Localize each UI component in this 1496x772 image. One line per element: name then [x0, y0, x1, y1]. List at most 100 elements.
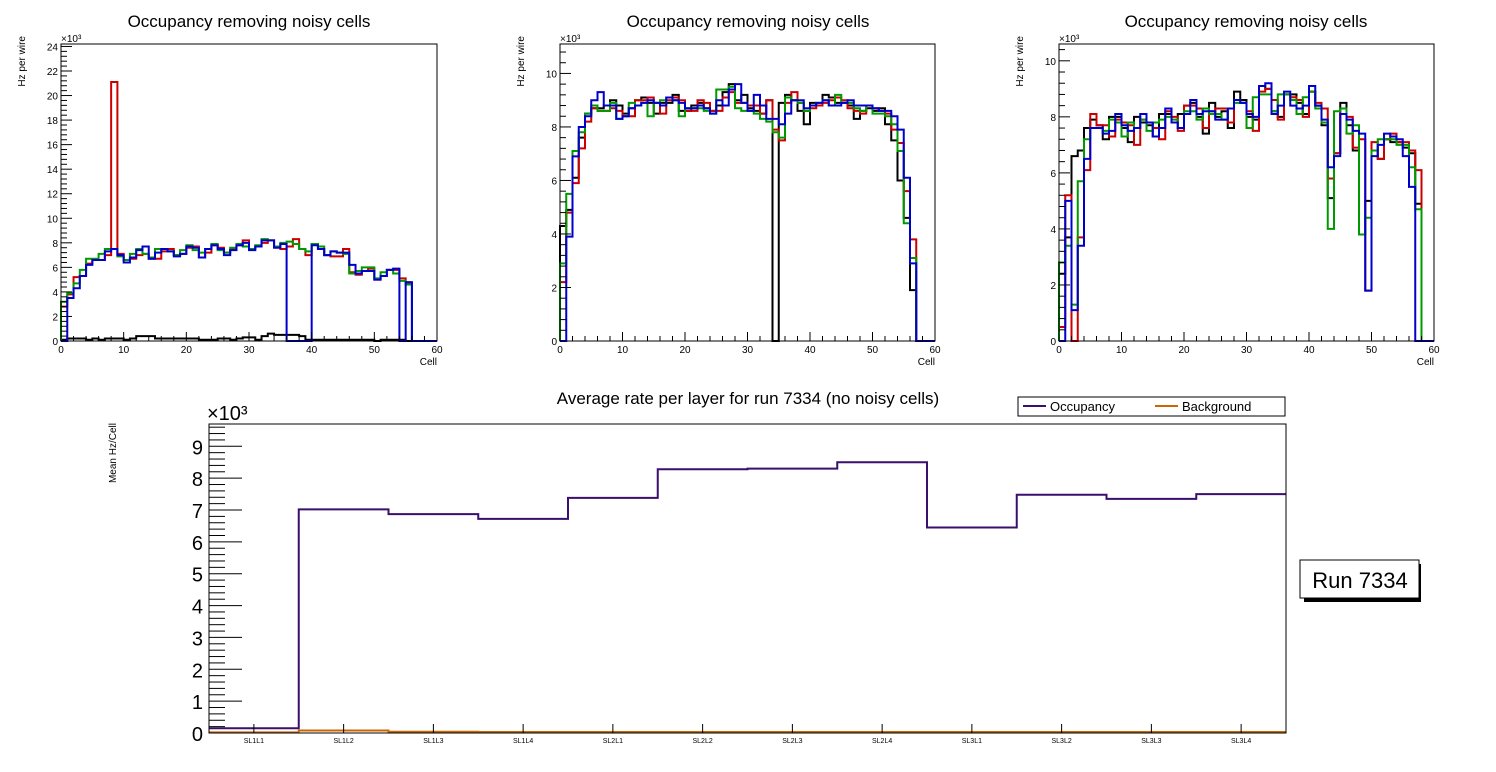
x-tick-label: 50	[369, 345, 381, 356]
y-tick-label: 0	[1050, 337, 1056, 348]
y-tick-label: 2	[192, 660, 203, 682]
y-axis-title: Hz per wire	[1015, 36, 1026, 87]
y-tick-label: 0	[551, 337, 557, 348]
y-tick-label: 6	[52, 263, 58, 274]
x-tick-label: 10	[118, 345, 130, 356]
y-axis-title: Hz per wire	[516, 36, 527, 87]
series-layer-blue	[1059, 82, 1434, 342]
x-category-label: SL3L1	[962, 738, 982, 745]
x-category-label: SL3L3	[1141, 738, 1161, 745]
y-multiplier-label: ×10³	[1059, 34, 1080, 45]
series-layer-red	[559, 91, 935, 342]
y-tick-label: 8	[551, 123, 557, 134]
legend-occupancy-label: Occupancy	[1050, 399, 1116, 414]
y-tick-label: 3	[192, 628, 203, 650]
run-box-frame	[1299, 559, 1420, 599]
x-category-label: SL2L4	[872, 738, 892, 745]
y-tick-label: 10	[1045, 57, 1057, 68]
y-tick-label: 18	[47, 116, 59, 127]
x-axis-title: Cell	[1417, 357, 1434, 368]
series-background	[209, 729, 1286, 734]
x-tick-label: 10	[617, 345, 629, 356]
x-tick-label: 30	[243, 345, 255, 356]
x-category-label: SL2L1	[603, 738, 623, 745]
x-category-label: SL1L3	[423, 738, 443, 745]
series-layer-red	[60, 81, 437, 342]
x-category-label: SL1L4	[513, 738, 533, 745]
x-category-label: SL1L1	[244, 738, 264, 745]
series-layer-blue	[61, 239, 437, 342]
x-tick-label: 0	[58, 345, 64, 356]
y-tick-label: 2	[551, 283, 557, 294]
chart-title: Occupancy removing noisy cells	[627, 12, 870, 31]
y-tick-label: 16	[47, 141, 59, 152]
y-axis-title: Mean Hz/Cell	[108, 423, 119, 483]
y-tick-label: 0	[52, 337, 58, 348]
x-tick-label: 10	[1116, 345, 1128, 356]
y-tick-label: 4	[52, 288, 58, 299]
y-multiplier-label: ×10³	[560, 34, 581, 45]
series-layer-black	[559, 83, 935, 342]
x-tick-label: 60	[929, 345, 941, 356]
x-tick-label: 40	[804, 345, 816, 356]
y-tick-label: 4	[192, 597, 203, 619]
y-tick-label: 10	[47, 214, 59, 225]
x-tick-label: 20	[181, 345, 193, 356]
y-tick-label: 8	[1050, 113, 1056, 124]
chart-title: Average rate per layer for run 7334 (no …	[557, 389, 939, 408]
x-axis-title: Cell	[420, 357, 437, 368]
y-tick-label: 14	[47, 165, 59, 176]
y-tick-label: 4	[1050, 225, 1056, 236]
x-axis-title: Cell	[918, 357, 935, 368]
y-tick-label: 0	[192, 724, 203, 746]
y-tick-label: 12	[47, 190, 59, 201]
y-tick-label: 6	[551, 176, 557, 187]
plot-frame	[1058, 43, 1435, 342]
x-tick-label: 20	[679, 345, 691, 356]
x-tick-label: 0	[557, 345, 563, 356]
x-tick-label: 60	[431, 345, 443, 356]
chart-title: Occupancy removing noisy cells	[128, 12, 371, 31]
y-tick-label: 7	[192, 501, 203, 523]
y-tick-label: 8	[192, 469, 203, 491]
x-tick-label: 20	[1178, 345, 1190, 356]
legend-background-label: Background	[1182, 399, 1251, 414]
y-tick-label: 4	[551, 230, 557, 241]
x-tick-label: 40	[306, 345, 318, 356]
legend-frame	[1017, 396, 1286, 417]
y-tick-label: 6	[192, 533, 203, 555]
series-layer-green	[559, 85, 935, 342]
y-tick-label: 5	[192, 565, 203, 587]
y-tick-label: 8	[52, 239, 58, 250]
x-tick-label: 50	[867, 345, 879, 356]
plot-frame	[208, 423, 1287, 734]
x-tick-label: 30	[1241, 345, 1253, 356]
y-multiplier-label: ×10³	[207, 403, 248, 425]
x-category-label: SL3L2	[1052, 738, 1072, 745]
y-tick-label: 22	[47, 67, 59, 78]
x-tick-label: 60	[1428, 345, 1440, 356]
x-category-label: SL2L2	[693, 738, 713, 745]
x-tick-label: 0	[1056, 345, 1062, 356]
y-multiplier-label: ×10³	[61, 34, 82, 45]
average-rate-panel: Average rate per layer for run 7334 (no …	[108, 389, 1287, 746]
y-tick-label: 6	[1050, 169, 1056, 180]
series-occupancy	[209, 461, 1286, 730]
run-label-box: Run 7334	[1299, 559, 1421, 602]
series-layer-blue	[560, 83, 935, 342]
chart-title: Occupancy removing noisy cells	[1125, 12, 1368, 31]
y-tick-label: 10	[546, 69, 558, 80]
run-label: Run 7334	[1312, 568, 1407, 593]
y-tick-label: 20	[47, 92, 59, 103]
y-tick-label: 1	[192, 692, 203, 714]
y-axis-title: Hz per wire	[17, 36, 28, 87]
y-tick-label: 2	[1050, 281, 1056, 292]
plot-frame	[559, 43, 936, 342]
y-tick-label: 24	[47, 42, 59, 53]
x-tick-label: 40	[1303, 345, 1315, 356]
x-category-label: SL1L2	[334, 738, 354, 745]
x-category-label: SL2L3	[782, 738, 802, 745]
